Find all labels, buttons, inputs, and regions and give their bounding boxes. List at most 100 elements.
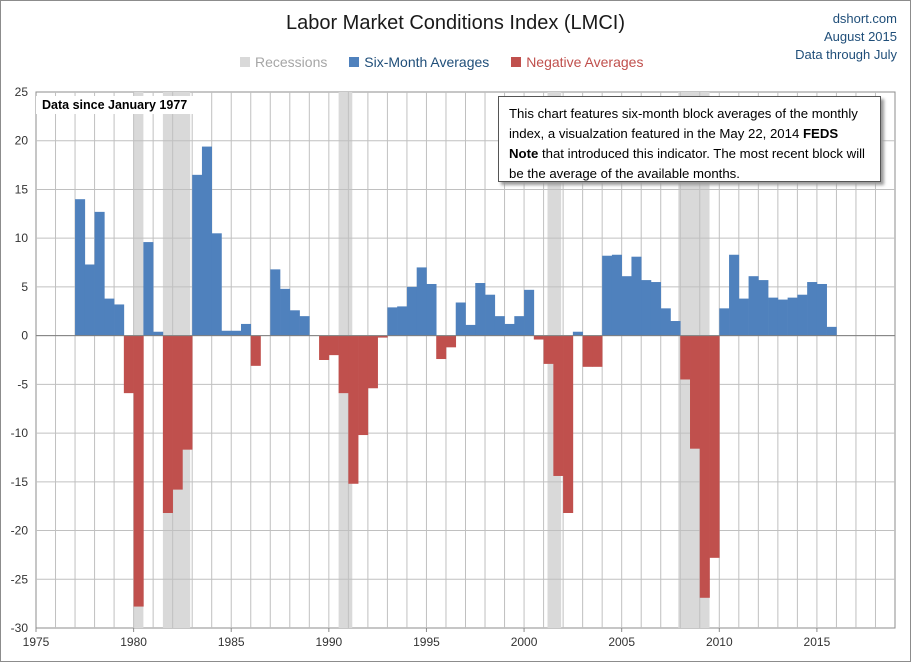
bar xyxy=(660,308,671,336)
note-feds-bold: FEDS Note xyxy=(509,126,839,161)
bar xyxy=(709,335,720,558)
y-tick-label: 15 xyxy=(15,182,29,196)
bar xyxy=(221,330,232,336)
x-tick-label: 2015 xyxy=(804,635,831,649)
bar xyxy=(201,146,213,336)
bar xyxy=(289,310,300,336)
source-date: August 2015 xyxy=(823,29,897,44)
bar xyxy=(602,255,613,336)
y-tick-label: 10 xyxy=(15,231,29,245)
bar xyxy=(104,298,115,336)
bar xyxy=(436,335,447,360)
bar xyxy=(826,326,837,336)
legend-label-recessions: Recessions xyxy=(255,54,328,70)
source-block: dshort.com August 2015 Data through July xyxy=(795,10,897,64)
bar xyxy=(416,267,427,336)
legend-label-six-month: Six-Month Averages xyxy=(364,54,490,70)
y-tick-label: 20 xyxy=(15,134,29,148)
bar xyxy=(338,335,349,394)
bar xyxy=(621,276,632,336)
bar xyxy=(738,298,749,336)
bar xyxy=(348,335,359,484)
bar xyxy=(524,289,535,336)
y-tick-label: -15 xyxy=(11,475,29,489)
bar xyxy=(465,324,476,336)
legend-swatch-recessions xyxy=(240,57,250,67)
bar xyxy=(650,282,662,336)
bar xyxy=(592,335,603,367)
bar xyxy=(328,335,339,356)
bar xyxy=(153,331,164,336)
bar xyxy=(162,335,173,514)
bar xyxy=(358,335,369,436)
source-coverage: Data through July xyxy=(795,47,897,62)
note-text-start: This chart features six-month block aver… xyxy=(509,106,858,141)
bar xyxy=(631,256,642,336)
bar xyxy=(807,282,818,336)
y-tick-label: -30 xyxy=(11,621,29,635)
x-tick-label: 2000 xyxy=(511,635,538,649)
bar xyxy=(299,316,310,336)
bar xyxy=(377,335,388,338)
bar xyxy=(319,335,330,360)
bar xyxy=(475,283,486,336)
legend-swatch-negative xyxy=(511,57,522,67)
bar xyxy=(748,276,759,336)
x-tick-label: 1975 xyxy=(23,635,50,649)
bar xyxy=(787,297,798,336)
bar xyxy=(816,283,827,336)
bar xyxy=(114,304,125,336)
legend: Recessions Six-Month Averages Negative A… xyxy=(240,54,661,70)
legend-item-six-month: Six-Month Averages xyxy=(349,54,489,70)
y-tick-label: 5 xyxy=(21,280,28,294)
bar xyxy=(406,286,417,336)
legend-item-negative: Negative Averages xyxy=(511,54,643,70)
bar xyxy=(758,280,769,336)
bar xyxy=(699,335,710,598)
bar xyxy=(367,335,378,389)
bar xyxy=(680,335,691,380)
bar xyxy=(611,254,622,336)
y-tick-label: -20 xyxy=(11,524,29,538)
bar xyxy=(582,335,593,367)
y-tick-label: -25 xyxy=(11,572,29,586)
bar xyxy=(768,297,779,336)
bar xyxy=(172,335,183,490)
bar xyxy=(797,294,808,336)
chart-note: This chart features six-month block aver… xyxy=(498,96,881,182)
y-tick-label: 25 xyxy=(15,85,29,99)
bar xyxy=(231,330,242,336)
bar xyxy=(250,335,261,366)
bar xyxy=(94,211,105,336)
bar xyxy=(563,335,574,514)
bar xyxy=(553,335,564,476)
x-tick-label: 1980 xyxy=(120,635,147,649)
y-tick-label: -10 xyxy=(11,426,29,440)
bar xyxy=(192,174,203,336)
bar xyxy=(719,308,730,336)
bar xyxy=(426,283,437,336)
bar xyxy=(641,280,652,336)
note-text-end: that introduced this indicator. The most… xyxy=(509,146,865,181)
bar xyxy=(777,299,788,336)
x-tick-label: 1985 xyxy=(218,635,245,649)
x-tick-label: 1995 xyxy=(413,635,440,649)
bar xyxy=(133,335,144,607)
bar xyxy=(270,269,281,336)
y-tick-label: -5 xyxy=(17,377,28,391)
bar xyxy=(670,321,681,336)
bar xyxy=(211,233,222,336)
bar xyxy=(280,288,291,336)
bar xyxy=(75,199,86,336)
legend-label-negative: Negative Averages xyxy=(526,54,644,70)
y-tick-label: 0 xyxy=(21,329,28,343)
bar xyxy=(572,331,583,336)
bar xyxy=(84,264,95,336)
bar xyxy=(397,306,408,336)
bar xyxy=(533,335,544,340)
legend-swatch-six-month xyxy=(349,57,360,67)
bar xyxy=(240,323,252,336)
bar xyxy=(729,254,740,336)
bar xyxy=(494,316,505,336)
